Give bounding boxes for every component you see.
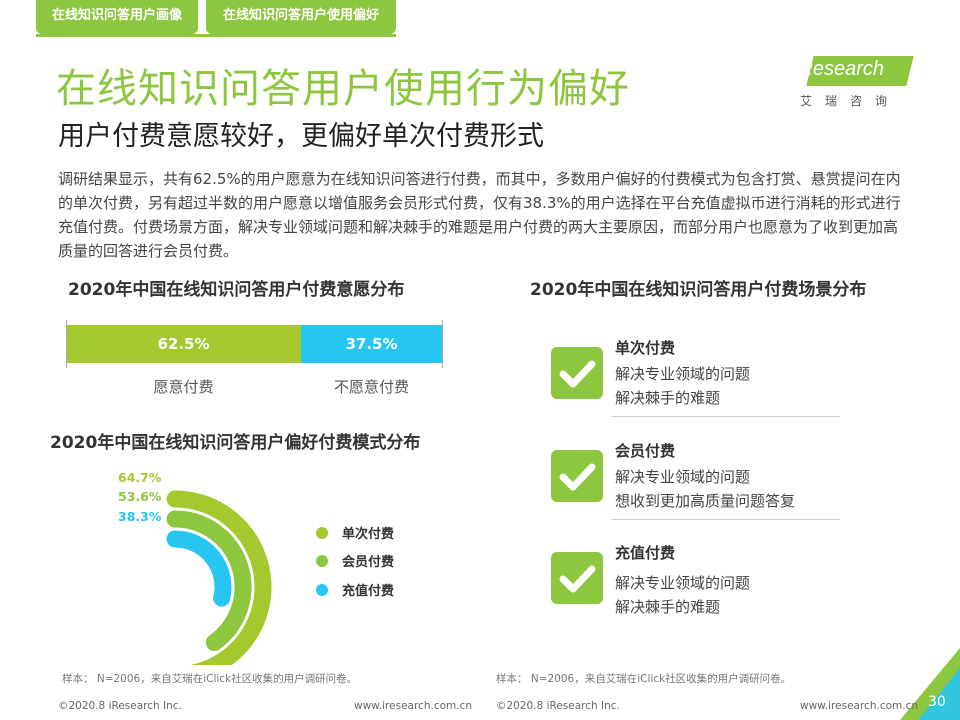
radial-bar-1: [166, 490, 272, 665]
footer-url-right[interactable]: www.iresearch.com.cn: [800, 700, 919, 712]
bar-tick-right: [442, 320, 443, 368]
scenario-reason: 解决专业领域的问题: [615, 468, 751, 486]
scenario-reason: 解决棘手的难题: [615, 598, 721, 616]
footer-copyright-right: ©2020.8 iResearch Inc.: [496, 700, 620, 712]
unwilling-segment: 37.5%: [301, 325, 442, 363]
footer-url-left[interactable]: www.iresearch.com.cn: [354, 700, 473, 712]
iresearch-logo: iResearch 艾瑞咨询: [790, 56, 914, 110]
willing-label: 愿意付费: [153, 378, 214, 396]
divider: [612, 519, 840, 520]
legend-item-recharge: 充值付费: [316, 580, 394, 599]
bar-tick-left: [66, 320, 67, 368]
legend-dot: [316, 584, 328, 596]
scenario-reason: 解决专业领域的问题: [615, 365, 751, 383]
legend-dot: [316, 527, 328, 539]
scenario-reason: 解决专业领域的问题: [615, 574, 751, 592]
scenario-reason: 解决棘手的难题: [615, 389, 721, 407]
page-number: 30: [928, 694, 946, 710]
sample-note-left: 样本： N=2006，来自艾瑞在iClick社区收集的用户调研问卷。: [62, 673, 358, 685]
pct-label-recharge: 38.3%: [118, 509, 162, 524]
legend-item-member: 会员付费: [316, 551, 394, 570]
page-subtitle: 用户付费意愿较好，更偏好单次付费形式: [58, 121, 544, 152]
page-title: 在线知识问答用户使用行为偏好: [56, 66, 630, 112]
chart-title-payment-mode: 2020年中国在线知识问答用户偏好付费模式分布: [50, 433, 421, 453]
scenario-name: 单次付费: [615, 339, 676, 357]
tab-underline: [36, 34, 396, 37]
payment-mode-radial-chart: [166, 490, 272, 665]
legend-dot: [316, 555, 328, 567]
check-icon: [551, 347, 603, 399]
intro-paragraph: 调研结果显示，共有62.5%的用户愿意为在线知识问答进行付费，而其中，多数用户偏…: [58, 170, 901, 260]
legend-item-single: 单次付费: [316, 523, 394, 542]
chart-title-willingness: 2020年中国在线知识问答用户付费意愿分布: [68, 280, 405, 300]
radial-bar-2: [166, 510, 252, 652]
scenario-name: 充值付费: [615, 544, 676, 562]
chart-title-scenario: 2020年中国在线知识问答用户付费场景分布: [530, 280, 867, 300]
check-icon: [551, 552, 603, 604]
willingness-bar: 62.5% 37.5%: [66, 325, 442, 363]
divider: [612, 416, 840, 417]
scenario-name: 会员付费: [615, 442, 676, 460]
scenario-reason: 想收到更加高质量问题答复: [615, 492, 796, 510]
unwilling-label: 不愿意付费: [333, 378, 409, 396]
pct-label-member: 53.6%: [118, 489, 162, 504]
radial-bar-3: [166, 530, 232, 607]
tab-usage-preference[interactable]: 在线知识问答用户使用偏好: [206, 0, 396, 34]
willing-segment: 62.5%: [66, 325, 301, 363]
check-icon: [551, 450, 603, 502]
sample-note-right: 样本： N=2006，来自艾瑞在iClick社区收集的用户调研问卷。: [496, 673, 792, 685]
footer-copyright-left: ©2020.8 iResearch Inc.: [58, 700, 182, 712]
pct-label-single: 64.7%: [118, 470, 162, 485]
tab-user-profile[interactable]: 在线知识问答用户画像: [36, 0, 198, 34]
